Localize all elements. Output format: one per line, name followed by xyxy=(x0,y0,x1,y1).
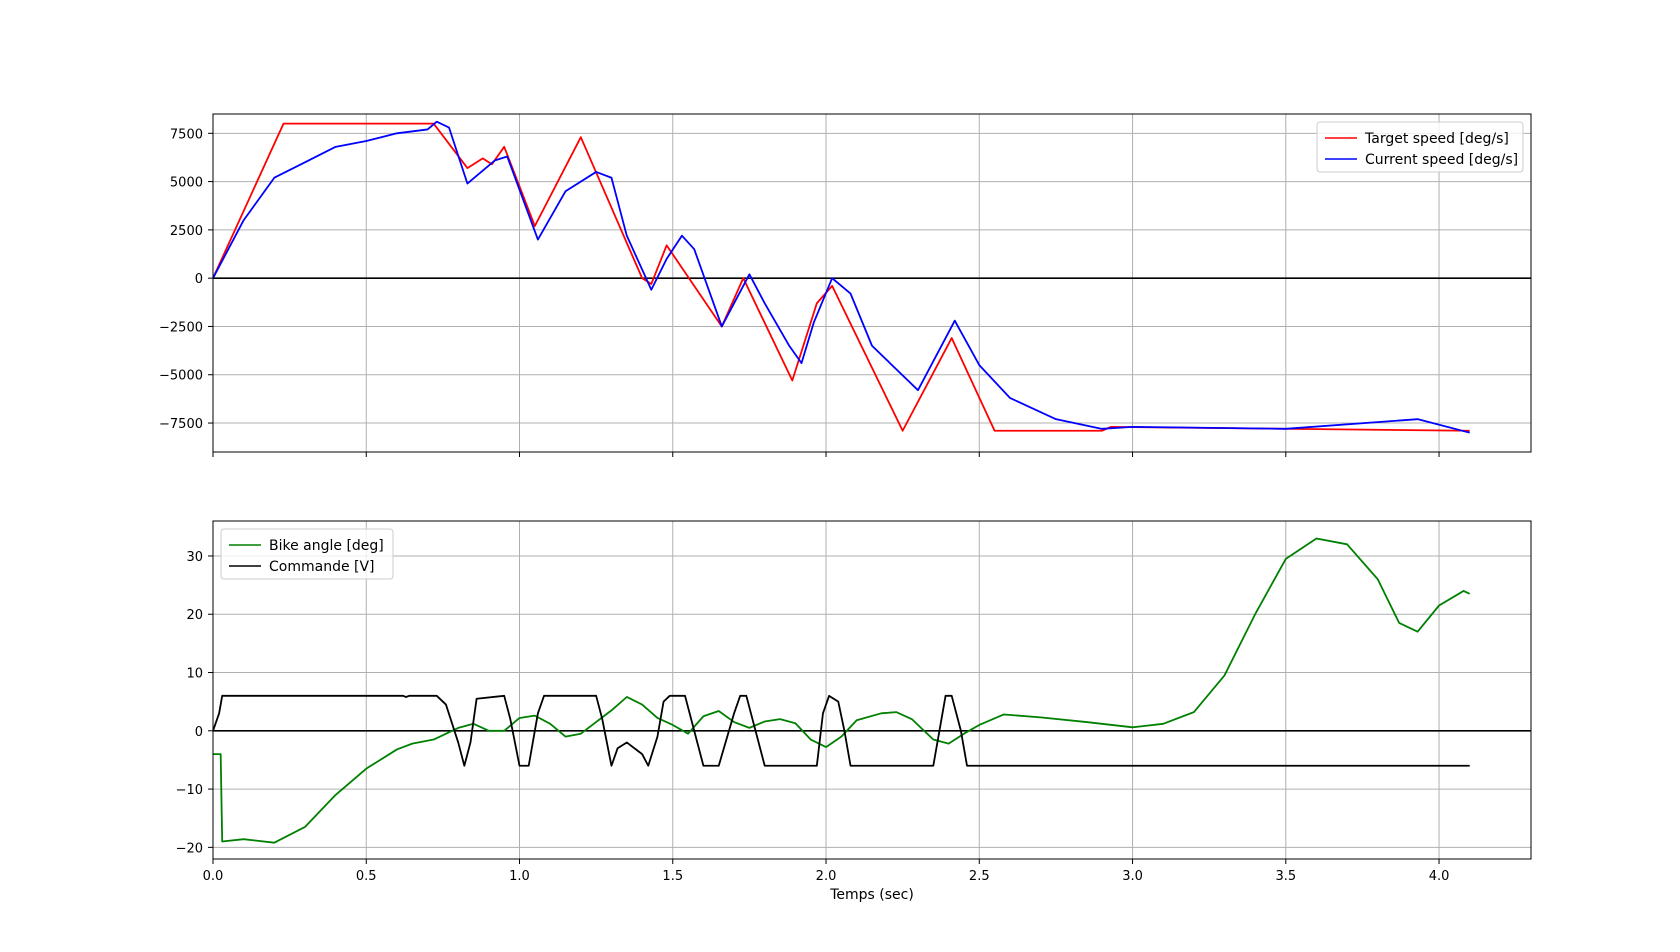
y-tick-label: 5000 xyxy=(170,176,203,191)
y-tick-label: −10 xyxy=(176,783,203,798)
y-tick-label: 30 xyxy=(186,550,203,565)
y-tick-label: 20 xyxy=(186,608,203,623)
y-tick-label: 2500 xyxy=(170,224,203,239)
series-line-current-speed-deg-s xyxy=(212,120,1470,434)
angle-legend: Bike angle [deg] Commande [V] xyxy=(220,528,394,580)
speed-axes-frame xyxy=(212,113,1532,453)
y-tick-label: 10 xyxy=(186,667,203,682)
series-line-commande-v xyxy=(212,694,1470,767)
x-tick-label: 1.0 xyxy=(509,869,530,884)
x-tick-label: 4.0 xyxy=(1429,869,1450,884)
y-tick-label: 7500 xyxy=(170,127,203,142)
legend-label-target-speed: Target speed [deg/s] xyxy=(1364,131,1509,147)
speed-series-layer xyxy=(212,120,1470,434)
x-tick-label: 1.5 xyxy=(662,869,683,884)
x-axis-label: Temps (sec) xyxy=(829,887,914,903)
x-tick-label: 3.5 xyxy=(1275,869,1296,884)
x-tick-label: 3.0 xyxy=(1122,869,1143,884)
angle-subplot: 0.0 0.5 1.0 1.5 2.0 2.5 3.0 3.5 4.0 −20 −10 0 10 20 30… xyxy=(176,520,1532,903)
legend-label-commande: Commande [V] xyxy=(269,559,375,575)
speed-ticks: −7500 −5000 −2500 0 2500 5000 7500 xyxy=(159,127,1440,457)
series-line-bike-angle-deg xyxy=(213,537,1471,844)
y-tick-label: −5000 xyxy=(159,369,203,384)
y-tick-label: 0 xyxy=(195,272,203,287)
speed-subplot: −7500 −5000 −2500 0 2500 5000 7500 Target spee… xyxy=(159,113,1532,457)
x-tick-label: 2.0 xyxy=(816,869,837,884)
y-tick-label: −2500 xyxy=(159,320,203,335)
angle-ticks: 0.0 0.5 1.0 1.5 2.0 2.5 3.0 3.5 4.0 −20 −10 0 10 20 30 xyxy=(176,550,1450,884)
legend-label-current-speed: Current speed [deg/s] xyxy=(1365,152,1518,168)
speed-legend: Target speed [deg/s] Current speed [deg/… xyxy=(1316,121,1524,173)
angle-grid xyxy=(212,521,1531,859)
x-tick-label: 0.5 xyxy=(356,869,377,884)
speed-legend-box xyxy=(1316,121,1524,173)
angle-legend-box xyxy=(220,528,394,580)
legend-label-bike-angle: Bike angle [deg] xyxy=(269,538,384,554)
series-line-target-speed-deg-s xyxy=(212,122,1470,432)
x-tick-label: 0.0 xyxy=(203,869,224,884)
angle-series-layer xyxy=(212,537,1471,844)
y-tick-label: 0 xyxy=(195,725,203,740)
x-tick-label: 2.5 xyxy=(969,869,990,884)
angle-axes-frame xyxy=(212,520,1532,860)
y-tick-label: −20 xyxy=(176,841,203,856)
y-tick-label: −7500 xyxy=(159,417,203,432)
